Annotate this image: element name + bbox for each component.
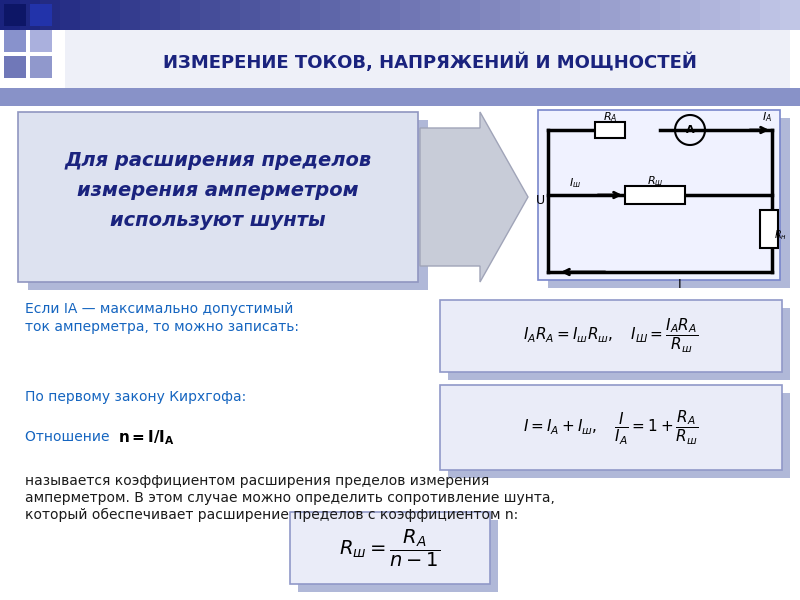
Bar [30, 4, 52, 26]
Bar [360, 0, 381, 30]
Text: U: U [536, 194, 545, 208]
Bar [260, 0, 281, 30]
Bar [440, 385, 782, 470]
Text: называется коэффициентом расширения пределов измерения: называется коэффициентом расширения пред… [25, 474, 490, 488]
Bar [440, 0, 461, 30]
Text: который обеспечивает расширение пределов с коэффициентом n:: который обеспечивает расширение пределов… [25, 508, 518, 522]
Text: Если IА — максимально допустимый: Если IА — максимально допустимый [25, 302, 294, 316]
Bar [20, 0, 41, 30]
Bar [300, 0, 321, 30]
Bar [220, 0, 241, 30]
Text: $I_A R_A = I_{ш} R_{ш},\quad I_{Ш} = \dfrac{I_A R_A}{R_{ш}}$: $I_A R_A = I_{ш} R_{ш},\quad I_{Ш} = \df… [523, 317, 698, 355]
Text: $R_н$: $R_н$ [774, 228, 786, 242]
Bar [420, 0, 441, 30]
Bar [400, 0, 421, 30]
Bar [240, 0, 261, 30]
Bar [660, 0, 681, 30]
Bar [340, 0, 361, 30]
Bar [60, 0, 81, 30]
Bar [30, 56, 52, 78]
Bar [500, 0, 521, 30]
Bar [140, 0, 161, 30]
Bar [680, 0, 701, 30]
Bar [30, 30, 52, 52]
Bar [0, 0, 21, 30]
Bar [720, 0, 741, 30]
Bar [298, 520, 498, 592]
Bar [4, 56, 26, 78]
Bar [460, 0, 481, 30]
Text: $I_{ш}$: $I_{ш}$ [569, 176, 581, 190]
Bar [4, 30, 26, 52]
Text: ток амперметра, то можно записать:: ток амперметра, то можно записать: [25, 320, 299, 334]
Bar [480, 0, 501, 30]
Text: ИЗМЕРЕНИЕ ТОКОВ, НАПРЯЖЕНИЙ И МОЩНОСТЕЙ: ИЗМЕРЕНИЕ ТОКОВ, НАПРЯЖЕНИЙ И МОЩНОСТЕЙ [163, 52, 697, 72]
Bar [440, 300, 782, 372]
Bar [760, 0, 781, 30]
Bar [740, 0, 761, 30]
Bar [620, 0, 641, 30]
Bar [320, 0, 341, 30]
Bar [760, 210, 778, 248]
Bar [18, 112, 418, 282]
Bar [580, 0, 601, 30]
Text: $R_{ш} = \dfrac{R_A}{n - 1}$: $R_{ш} = \dfrac{R_A}{n - 1}$ [339, 527, 441, 569]
Bar [200, 0, 221, 30]
Bar [65, 30, 790, 88]
Bar [560, 0, 581, 30]
Bar [80, 0, 101, 30]
Text: Отношение: Отношение [25, 430, 114, 444]
Bar [640, 0, 661, 30]
Bar [290, 512, 490, 584]
Bar [595, 122, 625, 138]
Text: амперметром. В этом случае можно определить сопротивление шунта,: амперметром. В этом случае можно определ… [25, 491, 555, 505]
Bar [780, 0, 800, 30]
Bar [0, 88, 800, 106]
Bar [180, 0, 201, 30]
Bar [700, 0, 721, 30]
Bar [100, 0, 121, 30]
Text: измерения амперметром: измерения амперметром [77, 181, 359, 199]
Bar [600, 0, 621, 30]
Bar [40, 0, 61, 30]
Polygon shape [420, 112, 528, 282]
Bar [160, 0, 181, 30]
Bar [520, 0, 541, 30]
Text: используют шунты: используют шунты [110, 211, 326, 229]
Bar [548, 118, 790, 288]
Bar [120, 0, 141, 30]
Bar [625, 186, 685, 204]
Text: A: A [686, 125, 694, 135]
Text: $R_A$: $R_A$ [602, 110, 618, 124]
Text: По первому закону Кирхгофа:: По первому закону Кирхгофа: [25, 390, 246, 404]
Text: $I_A$: $I_A$ [762, 110, 772, 124]
Bar [538, 110, 780, 280]
Bar [448, 393, 790, 478]
Bar [280, 0, 301, 30]
Bar [380, 0, 401, 30]
Text: $I = I_A + I_{ш},\quad \dfrac{I}{I_A} = 1 + \dfrac{R_A}{R_{ш}}$: $I = I_A + I_{ш},\quad \dfrac{I}{I_A} = … [523, 409, 699, 446]
Bar [28, 120, 428, 290]
Text: $R_{ш}$: $R_{ш}$ [646, 174, 663, 188]
Text: I: I [678, 277, 682, 290]
Text: $\mathbf{n = I / I_A}$: $\mathbf{n = I / I_A}$ [118, 428, 175, 446]
Bar [448, 308, 790, 380]
Bar [540, 0, 561, 30]
Bar [4, 4, 26, 26]
Text: Для расширения пределов: Для расширения пределов [64, 151, 372, 169]
